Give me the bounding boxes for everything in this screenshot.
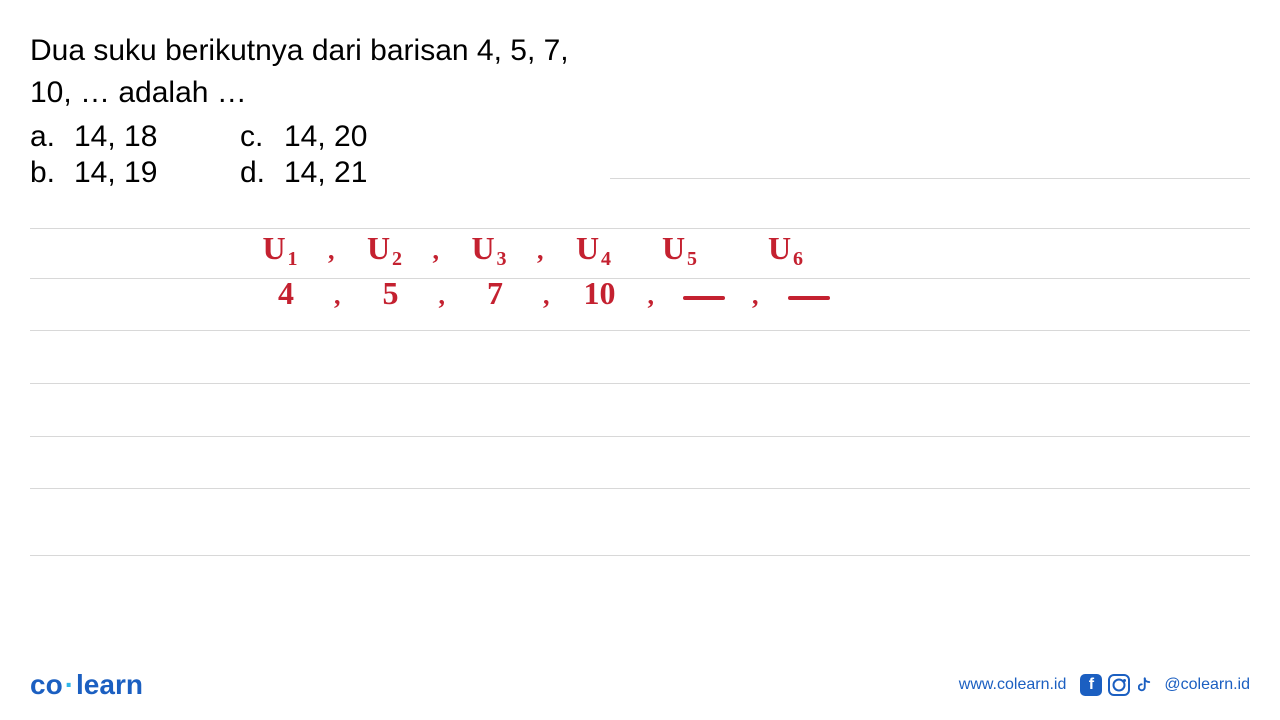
- comma: ,: [433, 236, 440, 266]
- blank-1: [683, 296, 725, 300]
- logo-co: co: [30, 669, 63, 700]
- term-u5: U5: [662, 230, 697, 267]
- facebook-icon: f: [1080, 674, 1102, 696]
- hline: [30, 383, 1250, 384]
- term-u1: U1: [262, 230, 297, 267]
- comma: ,: [543, 281, 550, 311]
- social-icons: f @colearn.id: [1080, 674, 1250, 696]
- option-c-text: 14, 20: [284, 120, 367, 154]
- value-2: 5: [351, 275, 431, 312]
- option-a: a. 14, 18: [30, 120, 240, 154]
- question-line-2: 10, … adalah …: [30, 72, 1250, 114]
- comma: ,: [537, 236, 544, 266]
- footer-url: www.colearn.id: [959, 676, 1067, 694]
- option-c-letter: c.: [240, 120, 284, 154]
- handwriting-terms-row: U1 , U2 , U3 , U4 U5 U6: [240, 230, 940, 267]
- comma: ,: [334, 281, 341, 311]
- comma: ,: [439, 281, 446, 311]
- comma: ,: [648, 281, 655, 311]
- logo: co·learn: [30, 669, 143, 701]
- term-u6: U6: [768, 230, 803, 267]
- hline: [30, 436, 1250, 437]
- term-u3: U3: [471, 230, 506, 267]
- value-4: 10: [560, 275, 640, 312]
- comma: ,: [328, 236, 335, 266]
- hline: [30, 488, 1250, 489]
- logo-dot: ·: [65, 669, 74, 700]
- hline: [610, 178, 1250, 179]
- option-c: c. 14, 20: [240, 120, 450, 154]
- question-area: Dua suku berikutnya dari barisan 4, 5, 7…: [0, 0, 1280, 200]
- value-3: 7: [455, 275, 535, 312]
- handwriting-values-row: 4 , 5 , 7 , 10 , ,: [240, 275, 940, 312]
- value-1: 4: [246, 275, 326, 312]
- footer-right: www.colearn.id f @colearn.id: [959, 674, 1250, 696]
- option-a-text: 14, 18: [74, 120, 157, 154]
- hline: [30, 228, 1250, 229]
- footer-handle: @colearn.id: [1164, 676, 1250, 694]
- footer: co·learn www.colearn.id f @colearn.id: [0, 650, 1280, 720]
- question-line-1: Dua suku berikutnya dari barisan 4, 5, 7…: [30, 30, 1250, 72]
- hline: [30, 330, 1250, 331]
- handwriting: U1 , U2 , U3 , U4 U5 U6 4 , 5 , 7 , 10 ,…: [240, 230, 940, 312]
- blank-2: [788, 296, 830, 300]
- tiktok-icon: [1136, 674, 1158, 696]
- comma: ,: [752, 281, 759, 311]
- logo-learn: learn: [76, 669, 143, 700]
- instagram-icon: [1108, 674, 1130, 696]
- hline: [30, 555, 1250, 556]
- term-u4: U4: [576, 230, 611, 267]
- term-u2: U2: [367, 230, 402, 267]
- option-a-letter: a.: [30, 120, 74, 154]
